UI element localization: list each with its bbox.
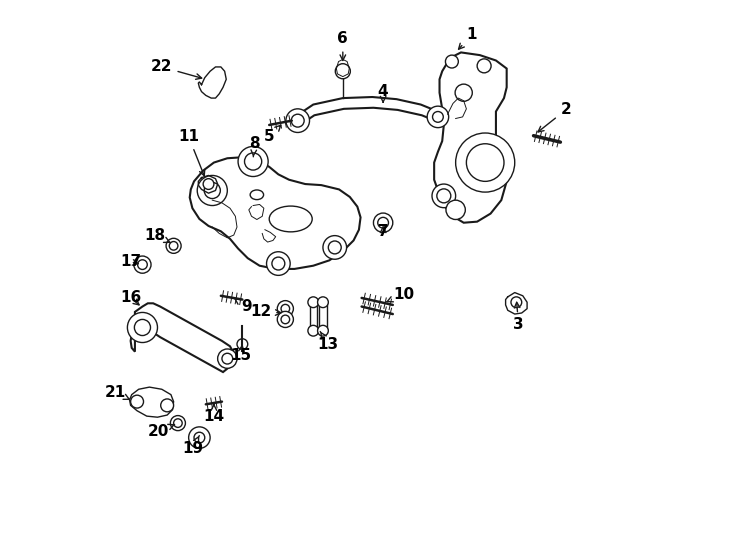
Text: 2: 2 bbox=[538, 103, 571, 132]
Text: 18: 18 bbox=[145, 227, 171, 243]
Circle shape bbox=[222, 353, 233, 364]
Circle shape bbox=[161, 399, 174, 412]
Text: 5: 5 bbox=[264, 125, 280, 144]
Text: 12: 12 bbox=[250, 305, 281, 319]
Text: 22: 22 bbox=[151, 59, 202, 79]
Circle shape bbox=[166, 238, 181, 253]
Circle shape bbox=[189, 427, 210, 448]
Polygon shape bbox=[434, 52, 506, 222]
Circle shape bbox=[291, 114, 304, 127]
Circle shape bbox=[318, 325, 328, 336]
Circle shape bbox=[197, 176, 228, 206]
Circle shape bbox=[335, 64, 350, 79]
Text: 3: 3 bbox=[513, 302, 524, 332]
Circle shape bbox=[170, 241, 178, 250]
Text: 16: 16 bbox=[120, 291, 141, 306]
Circle shape bbox=[134, 320, 150, 335]
Polygon shape bbox=[189, 157, 360, 269]
Text: 19: 19 bbox=[182, 436, 203, 456]
Text: 20: 20 bbox=[148, 424, 175, 438]
Polygon shape bbox=[129, 387, 174, 417]
Text: 13: 13 bbox=[318, 332, 339, 352]
Circle shape bbox=[432, 112, 443, 122]
Circle shape bbox=[237, 339, 248, 349]
Circle shape bbox=[128, 313, 158, 342]
Circle shape bbox=[238, 146, 268, 177]
Text: 17: 17 bbox=[120, 254, 141, 269]
Circle shape bbox=[137, 260, 148, 269]
Circle shape bbox=[477, 59, 491, 73]
Circle shape bbox=[323, 235, 346, 259]
Circle shape bbox=[328, 241, 341, 254]
Text: 9: 9 bbox=[235, 299, 252, 314]
Circle shape bbox=[511, 297, 522, 308]
Circle shape bbox=[272, 257, 285, 270]
Circle shape bbox=[244, 153, 262, 170]
Text: 8: 8 bbox=[249, 136, 260, 157]
Circle shape bbox=[131, 395, 144, 408]
Text: 11: 11 bbox=[178, 129, 205, 176]
Circle shape bbox=[170, 416, 186, 430]
Circle shape bbox=[277, 312, 294, 327]
Circle shape bbox=[134, 256, 151, 273]
Circle shape bbox=[194, 432, 205, 443]
Circle shape bbox=[218, 349, 237, 368]
Circle shape bbox=[427, 106, 448, 127]
Text: 15: 15 bbox=[230, 345, 251, 363]
Circle shape bbox=[378, 218, 388, 228]
Circle shape bbox=[318, 297, 328, 308]
Circle shape bbox=[432, 184, 456, 208]
Text: 4: 4 bbox=[378, 84, 388, 102]
Circle shape bbox=[446, 55, 458, 68]
Polygon shape bbox=[131, 303, 233, 372]
Circle shape bbox=[281, 305, 290, 313]
Circle shape bbox=[204, 183, 220, 199]
Circle shape bbox=[174, 419, 182, 427]
Polygon shape bbox=[297, 97, 439, 126]
Circle shape bbox=[308, 297, 319, 308]
Text: 6: 6 bbox=[338, 31, 348, 60]
Polygon shape bbox=[310, 300, 317, 333]
Circle shape bbox=[437, 189, 451, 203]
Text: 1: 1 bbox=[459, 27, 477, 49]
Text: 10: 10 bbox=[387, 287, 414, 302]
Circle shape bbox=[203, 179, 214, 190]
Circle shape bbox=[286, 109, 310, 132]
Ellipse shape bbox=[269, 206, 312, 232]
Text: 7: 7 bbox=[378, 224, 388, 239]
Polygon shape bbox=[319, 300, 327, 333]
Circle shape bbox=[277, 301, 294, 317]
Circle shape bbox=[466, 144, 504, 181]
Circle shape bbox=[446, 200, 465, 219]
Ellipse shape bbox=[250, 190, 264, 200]
Circle shape bbox=[455, 84, 472, 102]
Circle shape bbox=[456, 133, 515, 192]
Circle shape bbox=[374, 213, 393, 232]
Text: 14: 14 bbox=[203, 405, 225, 423]
Circle shape bbox=[308, 325, 319, 336]
Text: 21: 21 bbox=[105, 385, 129, 400]
Circle shape bbox=[281, 315, 290, 323]
Circle shape bbox=[266, 252, 290, 275]
